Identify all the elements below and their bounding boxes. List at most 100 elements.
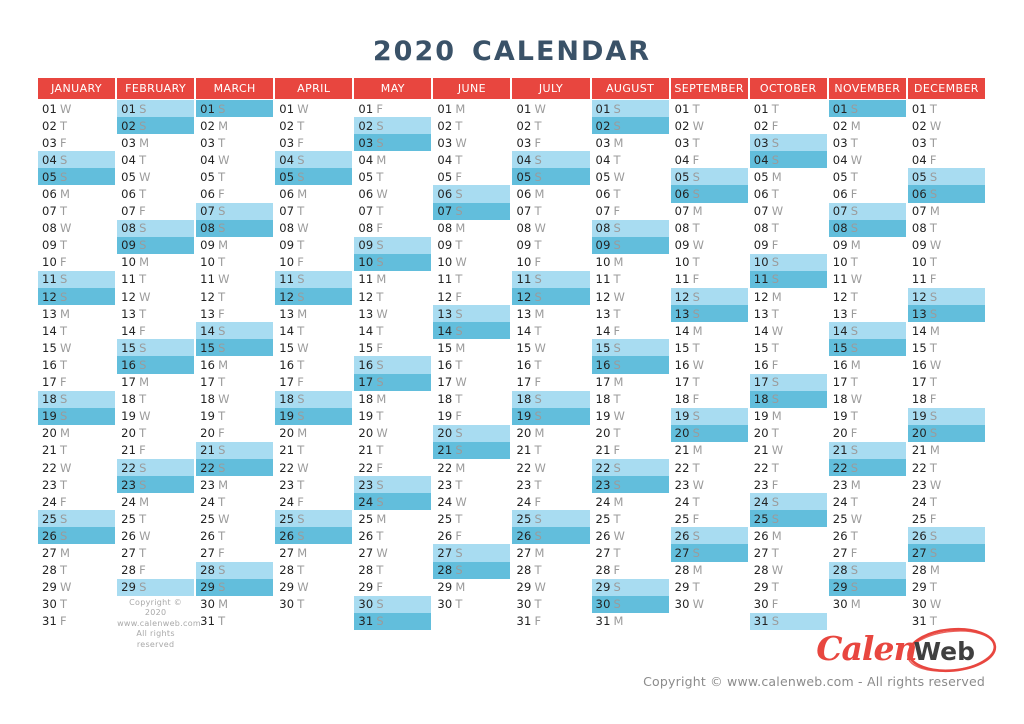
- day-letter: T: [929, 340, 937, 355]
- day-cell: 28 S: [196, 561, 274, 579]
- day-cell: 13 T: [117, 305, 194, 322]
- day-letter: M: [850, 477, 861, 492]
- day-number: 18: [121, 392, 137, 407]
- day-number: 30: [753, 597, 769, 612]
- day-cell: 26 S: [670, 527, 748, 545]
- day-letter: S: [850, 221, 859, 236]
- day-letter: T: [139, 392, 147, 407]
- day-cell: 25 S: [275, 510, 353, 528]
- day-cell: 29 S: [196, 578, 274, 596]
- day-cell: 02 F: [750, 117, 827, 134]
- day-number: 19: [279, 409, 295, 424]
- title-year: 2020: [372, 36, 457, 67]
- day-cell: 21 F: [117, 442, 194, 459]
- day-cell: 11 W: [829, 271, 906, 288]
- day-number: 19: [516, 409, 532, 424]
- day-letter: T: [297, 443, 305, 458]
- day-letter: F: [218, 306, 225, 321]
- day-letter: T: [850, 375, 858, 390]
- day-letter: T: [60, 443, 68, 458]
- day-cell: 27 T: [750, 544, 827, 561]
- day-number: 28: [437, 563, 453, 578]
- day-letter: S: [771, 375, 780, 390]
- day-number: 26: [753, 528, 769, 543]
- day-number: 26: [437, 528, 453, 543]
- day-cell: 20 T: [117, 425, 194, 442]
- day-letter: T: [692, 580, 700, 595]
- day-letter: F: [60, 614, 67, 629]
- day-letter: S: [534, 169, 542, 184]
- day-letter: S: [297, 511, 305, 526]
- day-cell: 17 F: [512, 374, 589, 391]
- day-letter: T: [692, 340, 700, 355]
- day-number: 13: [42, 306, 58, 321]
- day-number: 15: [200, 340, 216, 355]
- day-letter: M: [613, 614, 624, 629]
- day-number: 17: [753, 375, 769, 390]
- day-cell: 07 M: [908, 203, 985, 220]
- day-letter: F: [60, 255, 67, 270]
- day-cell: 28 T: [275, 562, 352, 579]
- day-letter: T: [60, 238, 68, 253]
- day-letter: S: [139, 221, 147, 236]
- day-number: 05: [279, 169, 295, 184]
- day-cell: 24 M: [117, 493, 194, 510]
- day-letter: T: [455, 392, 463, 407]
- day-cell: 19 T: [829, 408, 906, 425]
- day-cell: 18 W: [196, 391, 273, 408]
- day-letter: T: [376, 528, 384, 543]
- day-cell: 31 T: [908, 613, 985, 630]
- day-letter: W: [534, 460, 546, 475]
- day-cell: 18 S: [38, 390, 116, 408]
- day-number: 20: [437, 426, 453, 441]
- day-cell: 29 T: [671, 579, 748, 596]
- day-cell: 04 W: [829, 151, 906, 168]
- day-cell: 11 W: [196, 271, 273, 288]
- day-cell: 08 M: [433, 220, 510, 237]
- day-number: 09: [42, 238, 58, 253]
- day-letter: F: [60, 135, 67, 150]
- day-cell: 04 T: [433, 151, 510, 168]
- day-cell: 25 W: [829, 510, 906, 527]
- day-cell: 30 T: [433, 596, 510, 613]
- day-cell: 15 F: [354, 339, 431, 356]
- day-number: 09: [200, 238, 216, 253]
- day-cell: 16 M: [829, 356, 906, 373]
- day-number: 17: [200, 375, 216, 390]
- day-cell: 01 W: [512, 100, 589, 117]
- day-number: 14: [911, 323, 927, 338]
- day-cell: 17 S: [354, 373, 432, 391]
- day-cell: 01 T: [671, 100, 748, 117]
- day-letter: F: [613, 204, 621, 219]
- day-number: 27: [358, 545, 374, 560]
- day-cell: 22 T: [671, 459, 748, 476]
- day-cell: 10 S: [749, 253, 827, 271]
- day-number: 04: [121, 152, 137, 167]
- day-number: 04: [200, 152, 216, 167]
- day-cell: 27 T: [117, 544, 194, 561]
- day-letter: T: [534, 238, 542, 253]
- day-letter: T: [534, 204, 542, 219]
- day-cell: 18 W: [829, 391, 906, 408]
- day-letter: S: [534, 528, 542, 543]
- day-number: 25: [753, 511, 769, 526]
- day-number: 04: [674, 152, 690, 167]
- day-cell: 20 F: [196, 425, 273, 442]
- day-cell: 09 M: [829, 237, 906, 254]
- day-letter: S: [613, 460, 621, 475]
- day-number: 08: [121, 221, 137, 236]
- day-number: 24: [595, 494, 611, 509]
- day-number: 08: [358, 221, 374, 236]
- day-cell: 20 W: [354, 425, 431, 442]
- day-letter: S: [139, 118, 147, 133]
- day-letter: W: [139, 528, 151, 543]
- day-number: 27: [200, 545, 216, 560]
- day-cell: 01 M: [433, 100, 510, 117]
- day-number: 28: [121, 563, 137, 578]
- day-cell: 19 S: [275, 407, 353, 425]
- day-cell: 19 S: [512, 407, 590, 425]
- day-cell: 09 S: [591, 236, 669, 254]
- day-letter: S: [455, 426, 463, 441]
- day-cell: 29 F: [354, 579, 431, 596]
- day-number: 30: [911, 597, 927, 612]
